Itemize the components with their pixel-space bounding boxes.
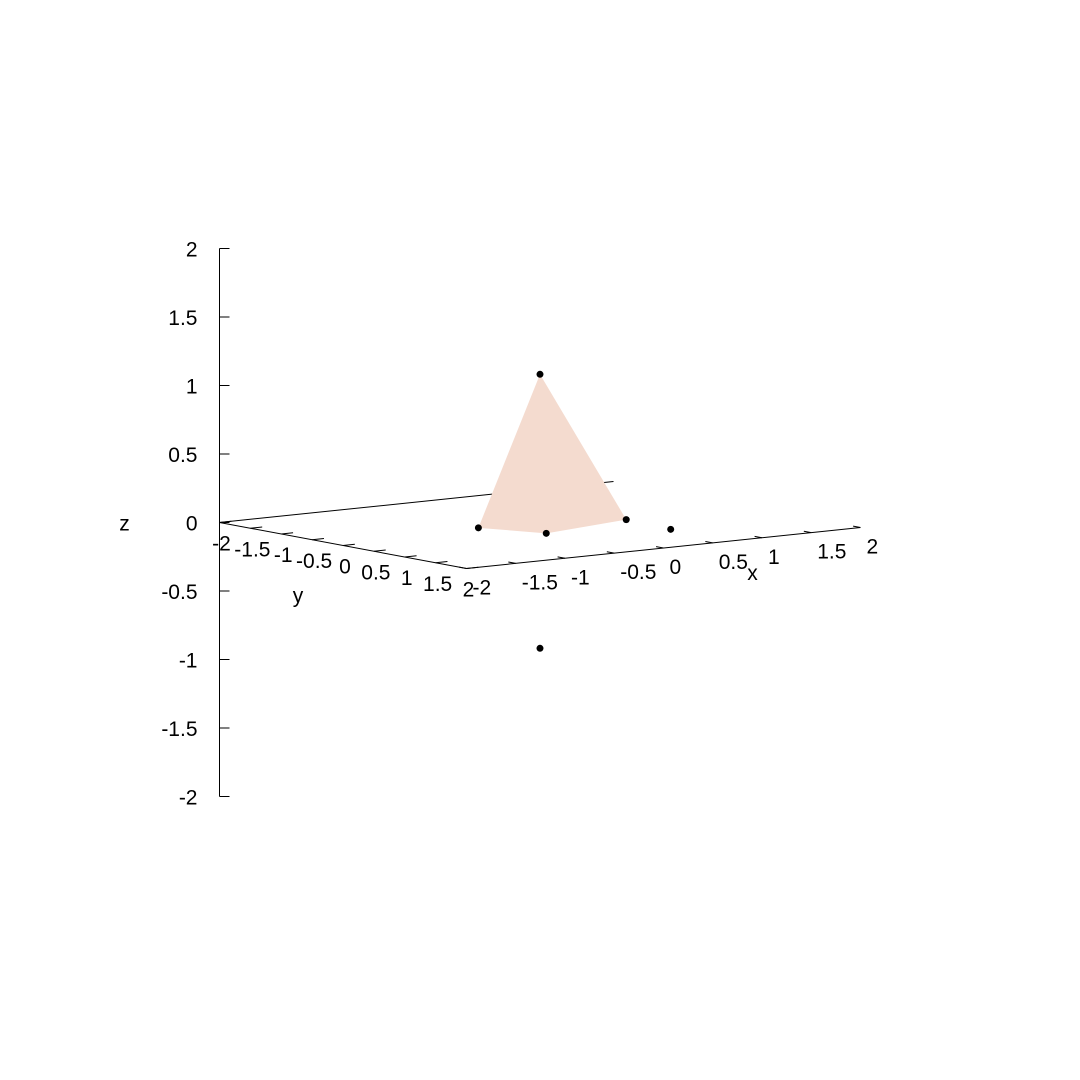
- z-tick-label: 0: [186, 513, 198, 536]
- y-tick-label: 0.5: [361, 561, 390, 584]
- z-tick-label: -0.5: [161, 581, 197, 604]
- x-tick-label: 1: [768, 546, 780, 569]
- y-tick-label: 2: [463, 579, 475, 602]
- x-tick-label: 2: [867, 536, 879, 559]
- z-tick-label: 1: [186, 376, 198, 399]
- z-tick-label: -2: [179, 787, 198, 810]
- x-tick: [852, 525, 861, 528]
- y-tick: [466, 566, 479, 569]
- data-point: [536, 370, 544, 378]
- data-point: [667, 525, 675, 533]
- data-point: [474, 524, 482, 532]
- labels-layer: -2 -1.5 -1 -0.5 0 0.5 1 1.5 2-2 -1.5 -1 -0.5 0 0.5 1 1.…: [119, 239, 878, 810]
- z-tick-label: 0.5: [168, 444, 197, 467]
- z-tick-label: -1: [179, 650, 198, 673]
- x-tick: [557, 556, 566, 559]
- y-tick-label: -2: [212, 533, 231, 556]
- x-axis-label: x: [747, 562, 758, 585]
- z-axis-label: z: [119, 513, 130, 536]
- x-tick-label: -0.5: [620, 561, 656, 584]
- y-tick: [312, 538, 324, 541]
- y-tick-label: 0: [339, 556, 351, 579]
- y-tick-label: -1: [274, 544, 293, 567]
- polygon-layer: [478, 374, 627, 534]
- x-tick-label: -1.5: [522, 571, 558, 594]
- data-point: [542, 529, 550, 537]
- x-tick: [508, 561, 516, 564]
- x-tick-label: 1.5: [817, 541, 846, 564]
- points-layer: [474, 370, 675, 652]
- y-tick: [373, 549, 386, 552]
- y-tick: [342, 543, 355, 546]
- z-tick-label: -1.5: [161, 718, 197, 741]
- y-tick: [281, 532, 294, 535]
- x-tick: [705, 541, 713, 544]
- z-tick-label: 2: [186, 239, 198, 262]
- z-tick-label: 1.5: [168, 307, 197, 330]
- data-point: [622, 516, 630, 524]
- x-tick: [754, 535, 763, 539]
- x-tick-label: 0.5: [719, 551, 748, 574]
- x-tick-label: 0: [670, 556, 682, 579]
- data-point: [536, 644, 544, 652]
- x-tick: [803, 530, 812, 534]
- y-tick: [250, 526, 263, 529]
- x-tick-label: -1: [571, 566, 590, 589]
- x-tick: [655, 546, 664, 549]
- y-tick: [435, 561, 448, 564]
- x-tick: [606, 551, 615, 554]
- x-tick-label: -2: [473, 577, 492, 600]
- y-tick-label: 1.5: [423, 573, 452, 596]
- y-tick-label: -0.5: [296, 550, 332, 573]
- x-tick: [458, 566, 467, 569]
- axes-layer: [219, 248, 861, 797]
- filled-polygon: [478, 374, 627, 534]
- y-tick-label: -1.5: [234, 538, 270, 561]
- y-tick-label: 1: [401, 567, 413, 590]
- y-axis-label: y: [293, 585, 304, 608]
- y-tick: [404, 555, 417, 558]
